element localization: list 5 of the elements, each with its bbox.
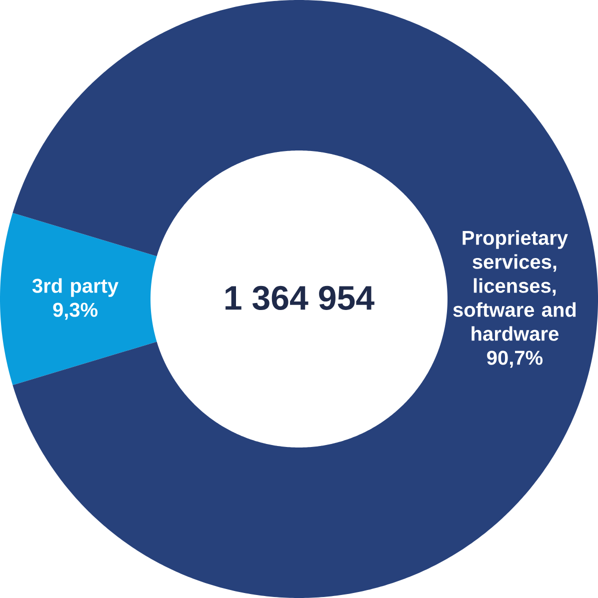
slice-label: Proprietary services, licenses, software and hardware	[453, 230, 576, 341]
slice-label: 3rd party	[32, 278, 118, 297]
text: 1 364 954	[226, 286, 374, 310]
data-label: 90,7%	[487, 350, 543, 368]
data-label: 9,3%	[53, 302, 98, 320]
